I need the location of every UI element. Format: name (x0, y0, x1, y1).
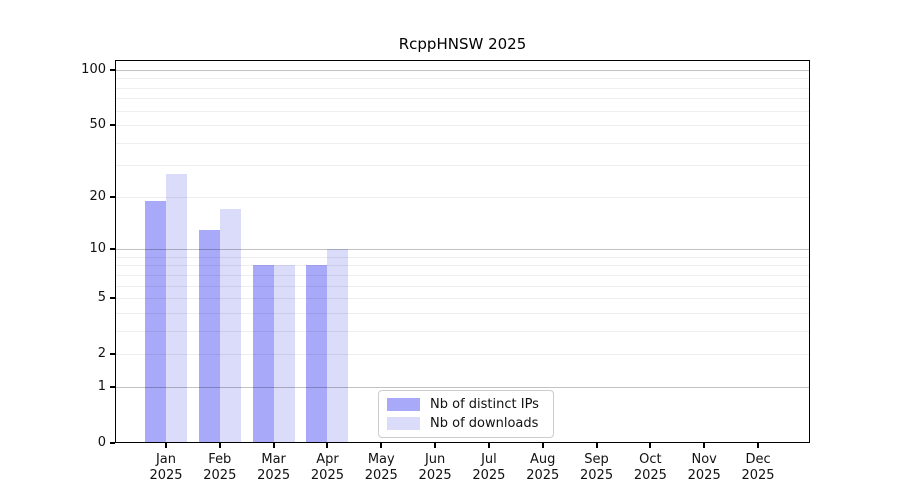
gridline-minor-4 (115, 312, 810, 314)
bar-downloads-mar (273, 265, 295, 443)
x-tick-mar (272, 443, 275, 448)
x-tick-label-apr: Apr 2025 (310, 452, 344, 483)
bars-layer (115, 60, 810, 443)
x-tick-label-jan: Jan 2025 (149, 452, 183, 483)
y-tick-label-0: 0 (97, 435, 106, 450)
bar-downloads-feb (219, 209, 241, 443)
y-tick-5 (110, 297, 115, 300)
bar-distinct-ips-apr (306, 265, 328, 443)
plot-area (115, 60, 810, 443)
bar-distinct-ips-feb (198, 229, 220, 443)
y-tick-20 (110, 195, 115, 198)
gridline-minor-7 (115, 274, 810, 276)
legend-label-downloads: Nb of downloads (430, 416, 539, 431)
x-tick-label-jul: Jul 2025 (472, 452, 506, 483)
gridline-minor-8 (115, 265, 810, 267)
gridline-minor-6 (115, 285, 810, 287)
gridline-minor-30 (115, 165, 810, 167)
legend-item-downloads: Nb of downloads (387, 416, 543, 431)
gridline-major-1 (115, 386, 810, 388)
x-tick-label-oct: Oct 2025 (633, 452, 667, 483)
y-tick-50 (110, 124, 115, 127)
gridline-minor-50 (115, 125, 810, 127)
x-tick-may (380, 443, 383, 448)
bar-downloads-jan (166, 173, 187, 443)
x-tick-sep (595, 443, 598, 448)
x-tick-jan (165, 443, 167, 448)
gridline-major-10 (115, 249, 810, 251)
gridline-minor-40 (115, 142, 810, 144)
y-tick-label-100: 100 (81, 61, 106, 77)
gridline-minor-80 (115, 87, 810, 89)
x-tick-oct (649, 443, 652, 448)
y-tick-label-1: 1 (97, 378, 106, 394)
gridline-minor-3 (115, 330, 810, 332)
grid-layer (115, 60, 810, 443)
x-tick-label-feb: Feb 2025 (203, 452, 237, 483)
x-tick-label-aug: Aug 2025 (526, 452, 560, 483)
x-tick-dec (757, 443, 760, 448)
y-tick-2 (110, 353, 115, 356)
y-tick-label-20: 20 (89, 188, 106, 204)
gridline-minor-60 (115, 110, 810, 112)
x-tick-label-may: May 2025 (364, 452, 398, 483)
y-tick-0 (110, 442, 115, 444)
chart-title: RcppHNSW 2025 (398, 35, 527, 53)
gridline-minor-5 (115, 298, 810, 300)
y-tick-label-2: 2 (97, 346, 106, 362)
x-tick-jul (487, 443, 490, 448)
x-tick-label-sep: Sep 2025 (580, 452, 614, 483)
x-tick-nov (703, 443, 706, 448)
legend-item-distinct-ips: Nb of distinct IPs (387, 397, 543, 412)
gridline-minor-70 (115, 98, 810, 100)
x-tick-jun (434, 443, 437, 448)
x-tick-aug (541, 443, 544, 448)
x-tick-feb (218, 443, 221, 448)
x-tick-label-nov: Nov 2025 (687, 452, 721, 483)
gridline-minor-2 (115, 354, 810, 356)
y-tick-label-5: 5 (97, 290, 106, 306)
legend-swatch-downloads (387, 417, 420, 430)
gridline-minor-20 (115, 196, 810, 198)
legend: Nb of distinct IPs Nb of downloads (378, 390, 554, 438)
y-tick-label-10: 10 (89, 241, 106, 257)
bar-downloads-apr (327, 249, 349, 443)
x-tick-label-jun: Jun 2025 (418, 452, 452, 483)
bar-distinct-ips-jan (145, 200, 166, 443)
y-tick-100 (110, 68, 115, 71)
y-tick-10 (110, 248, 115, 251)
y-tick-1 (110, 385, 115, 388)
gridline-major-100 (115, 69, 810, 71)
bar-distinct-ips-mar (252, 265, 274, 443)
x-tick-label-dec: Dec 2025 (741, 452, 775, 483)
x-tick-label-mar: Mar 2025 (257, 452, 291, 483)
x-tick-apr (326, 443, 329, 448)
gridline-minor-9 (115, 256, 810, 258)
legend-label-distinct-ips: Nb of distinct IPs (430, 397, 539, 412)
gridline-minor-90 (115, 78, 810, 80)
y-tick-label-50: 50 (89, 117, 106, 133)
legend-swatch-distinct-ips (387, 398, 420, 411)
